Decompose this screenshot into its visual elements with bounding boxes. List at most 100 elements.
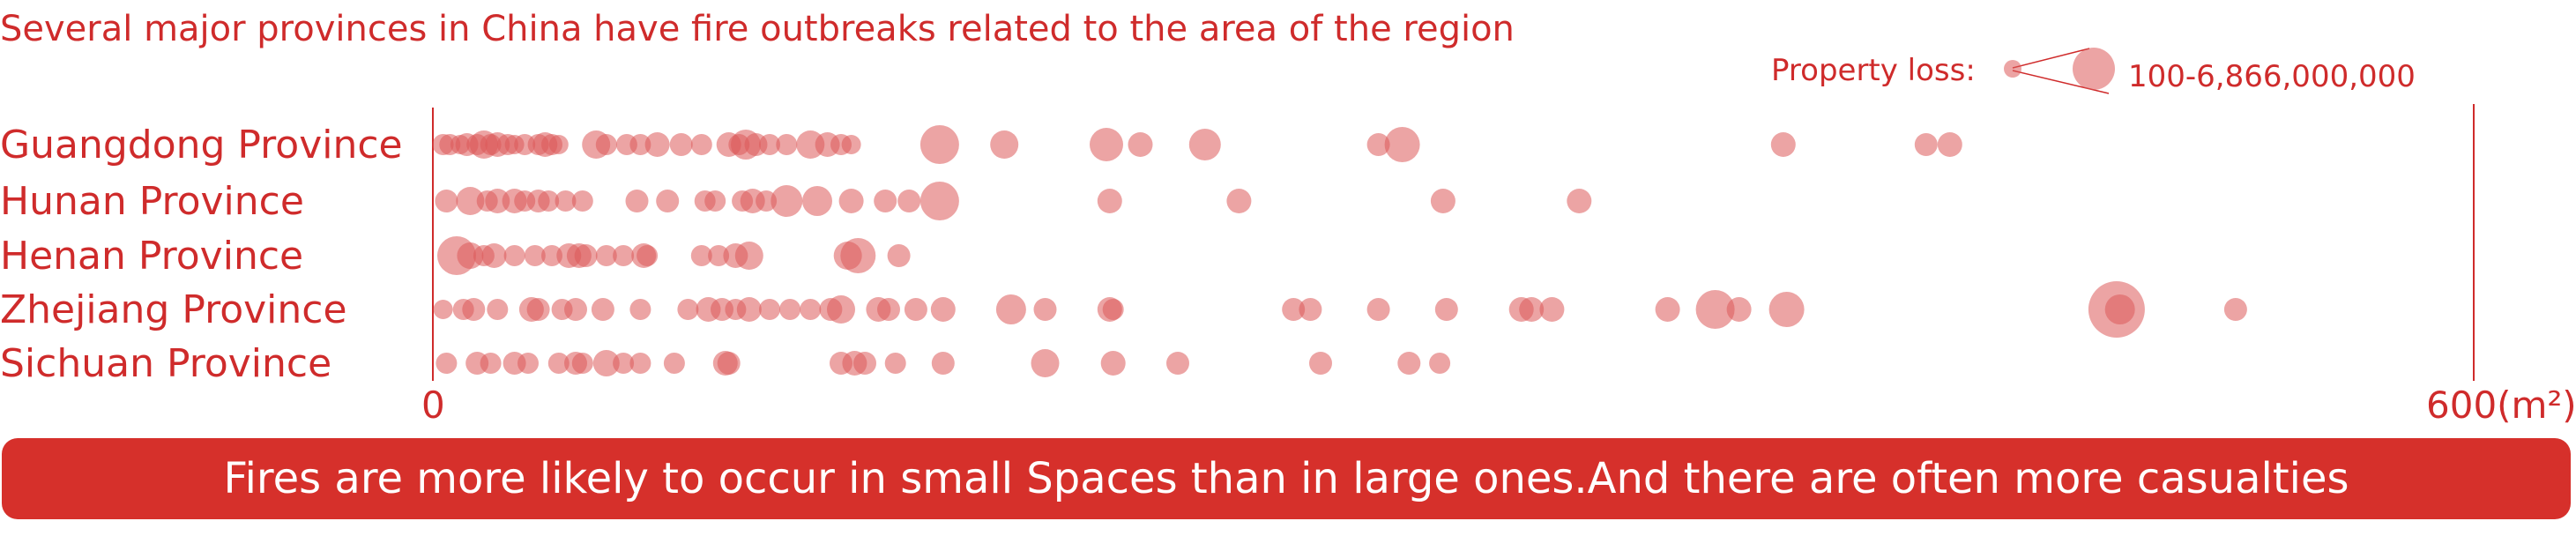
legend-label: Property loss: <box>1771 53 1976 88</box>
fire-bubble <box>631 243 657 268</box>
bubbles <box>432 125 2247 377</box>
fire-bubble <box>480 353 502 374</box>
fire-bubble <box>595 134 617 155</box>
row-label-sichuan-province: Sichuan Province <box>0 341 331 386</box>
summary-text: Fires are more likely to occur in small … <box>223 454 2349 503</box>
fire-bubble <box>669 133 693 156</box>
fire-bubble <box>776 134 798 155</box>
fire-bubble <box>1226 189 1252 213</box>
fire-bubble <box>1366 133 1390 156</box>
fire-bubble <box>548 135 569 154</box>
fire-bubble <box>2104 294 2135 324</box>
fire-bubble <box>1726 297 1752 322</box>
fire-bubble <box>930 297 956 322</box>
fire-bubble <box>840 238 876 273</box>
fire-bubble <box>838 189 864 213</box>
fire-bubble <box>677 299 699 320</box>
fire-bubble <box>756 190 778 212</box>
fire-bubble <box>802 186 832 216</box>
fire-bubble <box>503 245 525 266</box>
x-axis-min-label: 0 <box>421 383 445 427</box>
fire-bubble <box>1937 132 1962 157</box>
fire-bubble <box>644 132 670 157</box>
fire-bubble <box>613 353 635 374</box>
fire-bubble <box>734 242 763 270</box>
fire-bubble <box>571 353 593 374</box>
legend-large-bubble <box>2073 48 2115 90</box>
fire-bubble <box>1033 298 1057 321</box>
legend-guide-top <box>2012 48 2090 69</box>
size-legend: Property loss: 100-6,866,000,000 <box>1771 48 2416 94</box>
fire-bubble <box>1434 298 1458 321</box>
fire-bubble <box>1031 349 1060 377</box>
fire-bubble <box>853 352 876 375</box>
fire-bubble <box>541 245 562 266</box>
fire-bubble <box>526 298 550 321</box>
fire-bubble <box>897 190 921 212</box>
fire-bubble <box>571 190 593 212</box>
fire-bubble <box>800 299 822 320</box>
fire-bubble <box>538 190 560 212</box>
fire-bubble <box>625 190 649 212</box>
fire-bubble <box>481 243 507 268</box>
fire-bubble <box>517 353 539 374</box>
fire-bubble <box>759 134 780 155</box>
fire-bubble <box>1770 132 1796 157</box>
fire-bubble <box>779 299 801 320</box>
fire-bubble <box>1539 297 1565 322</box>
fire-bubble <box>1366 298 1390 321</box>
fire-bubble <box>1102 299 1124 320</box>
row-label-guangdong-province: Guangdong Province <box>0 123 403 168</box>
legend-small-bubble <box>2004 60 2021 78</box>
fire-bubble <box>1384 127 1420 162</box>
fire-bubble <box>704 190 726 212</box>
series-sichuan-province <box>436 349 1451 377</box>
fire-bubble <box>595 245 617 266</box>
x-axis-max-label: 600(m²) <box>2426 383 2576 427</box>
fire-bubble <box>555 190 577 212</box>
fire-bubble <box>887 244 911 267</box>
series-guangdong-province <box>432 125 1962 164</box>
fire-bubble <box>708 245 730 266</box>
fire-bubble <box>629 299 651 320</box>
fire-bubble <box>656 190 680 212</box>
fire-bubble <box>547 353 570 374</box>
fire-bubble <box>591 298 614 321</box>
fire-bubble <box>717 352 741 375</box>
fire-bubble <box>1100 351 1126 376</box>
fire-bubble <box>1567 189 1592 213</box>
row-label-henan-province: Henan Province <box>0 234 303 279</box>
fire-bubble <box>1429 353 1451 374</box>
fire-bubble <box>990 130 1019 159</box>
fire-bubble <box>1309 352 1332 375</box>
fire-bubble <box>1519 297 1545 322</box>
chart-title: Several major provinces in China have fi… <box>0 9 1515 49</box>
fire-bubble <box>931 352 955 375</box>
fire-bubble <box>904 298 927 321</box>
fire-bubble <box>919 125 959 164</box>
fire-bubble <box>574 244 598 267</box>
fire-bubble <box>759 299 780 320</box>
fire-bubble <box>487 299 509 320</box>
fire-bubble <box>919 182 959 220</box>
series-zhejiang-province <box>433 281 2247 338</box>
fire-bubble <box>690 134 712 155</box>
fire-bubble <box>995 294 1026 324</box>
fire-bubble <box>1166 352 1189 375</box>
fire-bubble <box>841 135 861 154</box>
row-labels: Guangdong Province Hunan Province Henan Pr… <box>0 123 403 386</box>
fire-bubble <box>1655 297 1680 322</box>
summary-banner: Fires are more likely to occur in small … <box>2 438 2571 519</box>
fire-bubble <box>462 298 486 321</box>
fire-bubble <box>456 187 485 215</box>
fire-bubble <box>690 245 712 266</box>
fire-bubble <box>877 298 900 321</box>
row-label-zhejiang-province: Zhejiang Province <box>0 287 347 332</box>
fire-bubble <box>1097 189 1122 213</box>
fire-bubble <box>1188 129 1221 160</box>
fire-bubble <box>1299 298 1322 321</box>
series-henan-province <box>437 236 911 275</box>
fire-bubble <box>1914 133 1938 156</box>
fire-bubble <box>564 298 587 321</box>
fire-bubble <box>435 190 458 212</box>
